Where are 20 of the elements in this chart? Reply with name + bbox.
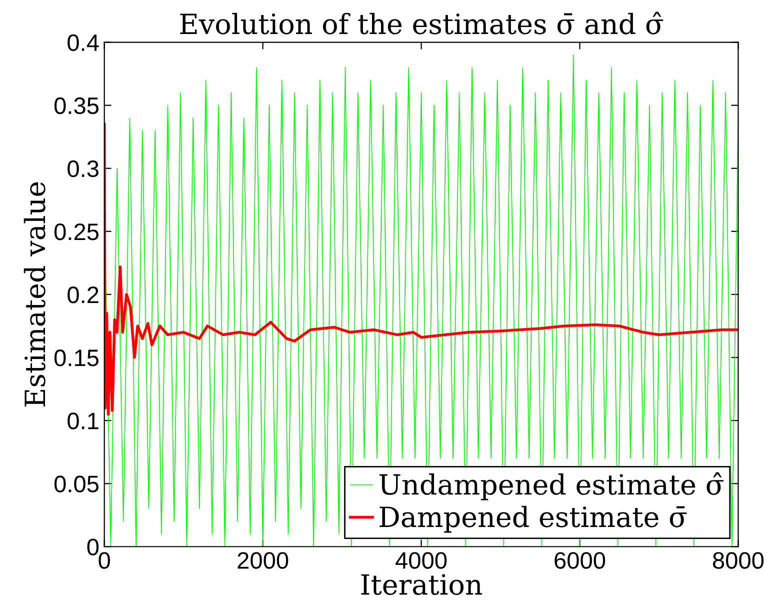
y-tick-label: 0.4	[68, 34, 99, 52]
chart-title: Evolution of the estimates σ̄ and σ̂	[180, 12, 664, 34]
line-series	[104, 122, 738, 416]
x-axis-title: Iteration	[361, 574, 482, 595]
x-tick-label: 0	[98, 552, 110, 569]
y-tick-label: 0.15	[54, 350, 99, 366]
y-tick-label: 0.05	[54, 476, 99, 492]
y-axis-title: Estimated value	[24, 182, 46, 407]
x-tick-label: 4000	[396, 552, 447, 569]
y-tick-label: 0	[87, 538, 99, 556]
y-tick-label: 0.25	[54, 223, 99, 240]
x-tick-label: 6000	[554, 552, 606, 569]
legend-label: Undampened estimate σ̂	[379, 472, 724, 500]
y-tick-label: 0.35	[54, 97, 99, 114]
legend-label: Dampened estimate σ̄	[380, 506, 687, 533]
x-tick-label: 2000	[238, 552, 288, 569]
y-tick-label: 0.2	[68, 286, 98, 304]
x-tick-label: 8000	[712, 552, 764, 569]
y-tick-label: 0.3	[68, 160, 98, 178]
y-tick-label: 0.1	[68, 412, 98, 430]
